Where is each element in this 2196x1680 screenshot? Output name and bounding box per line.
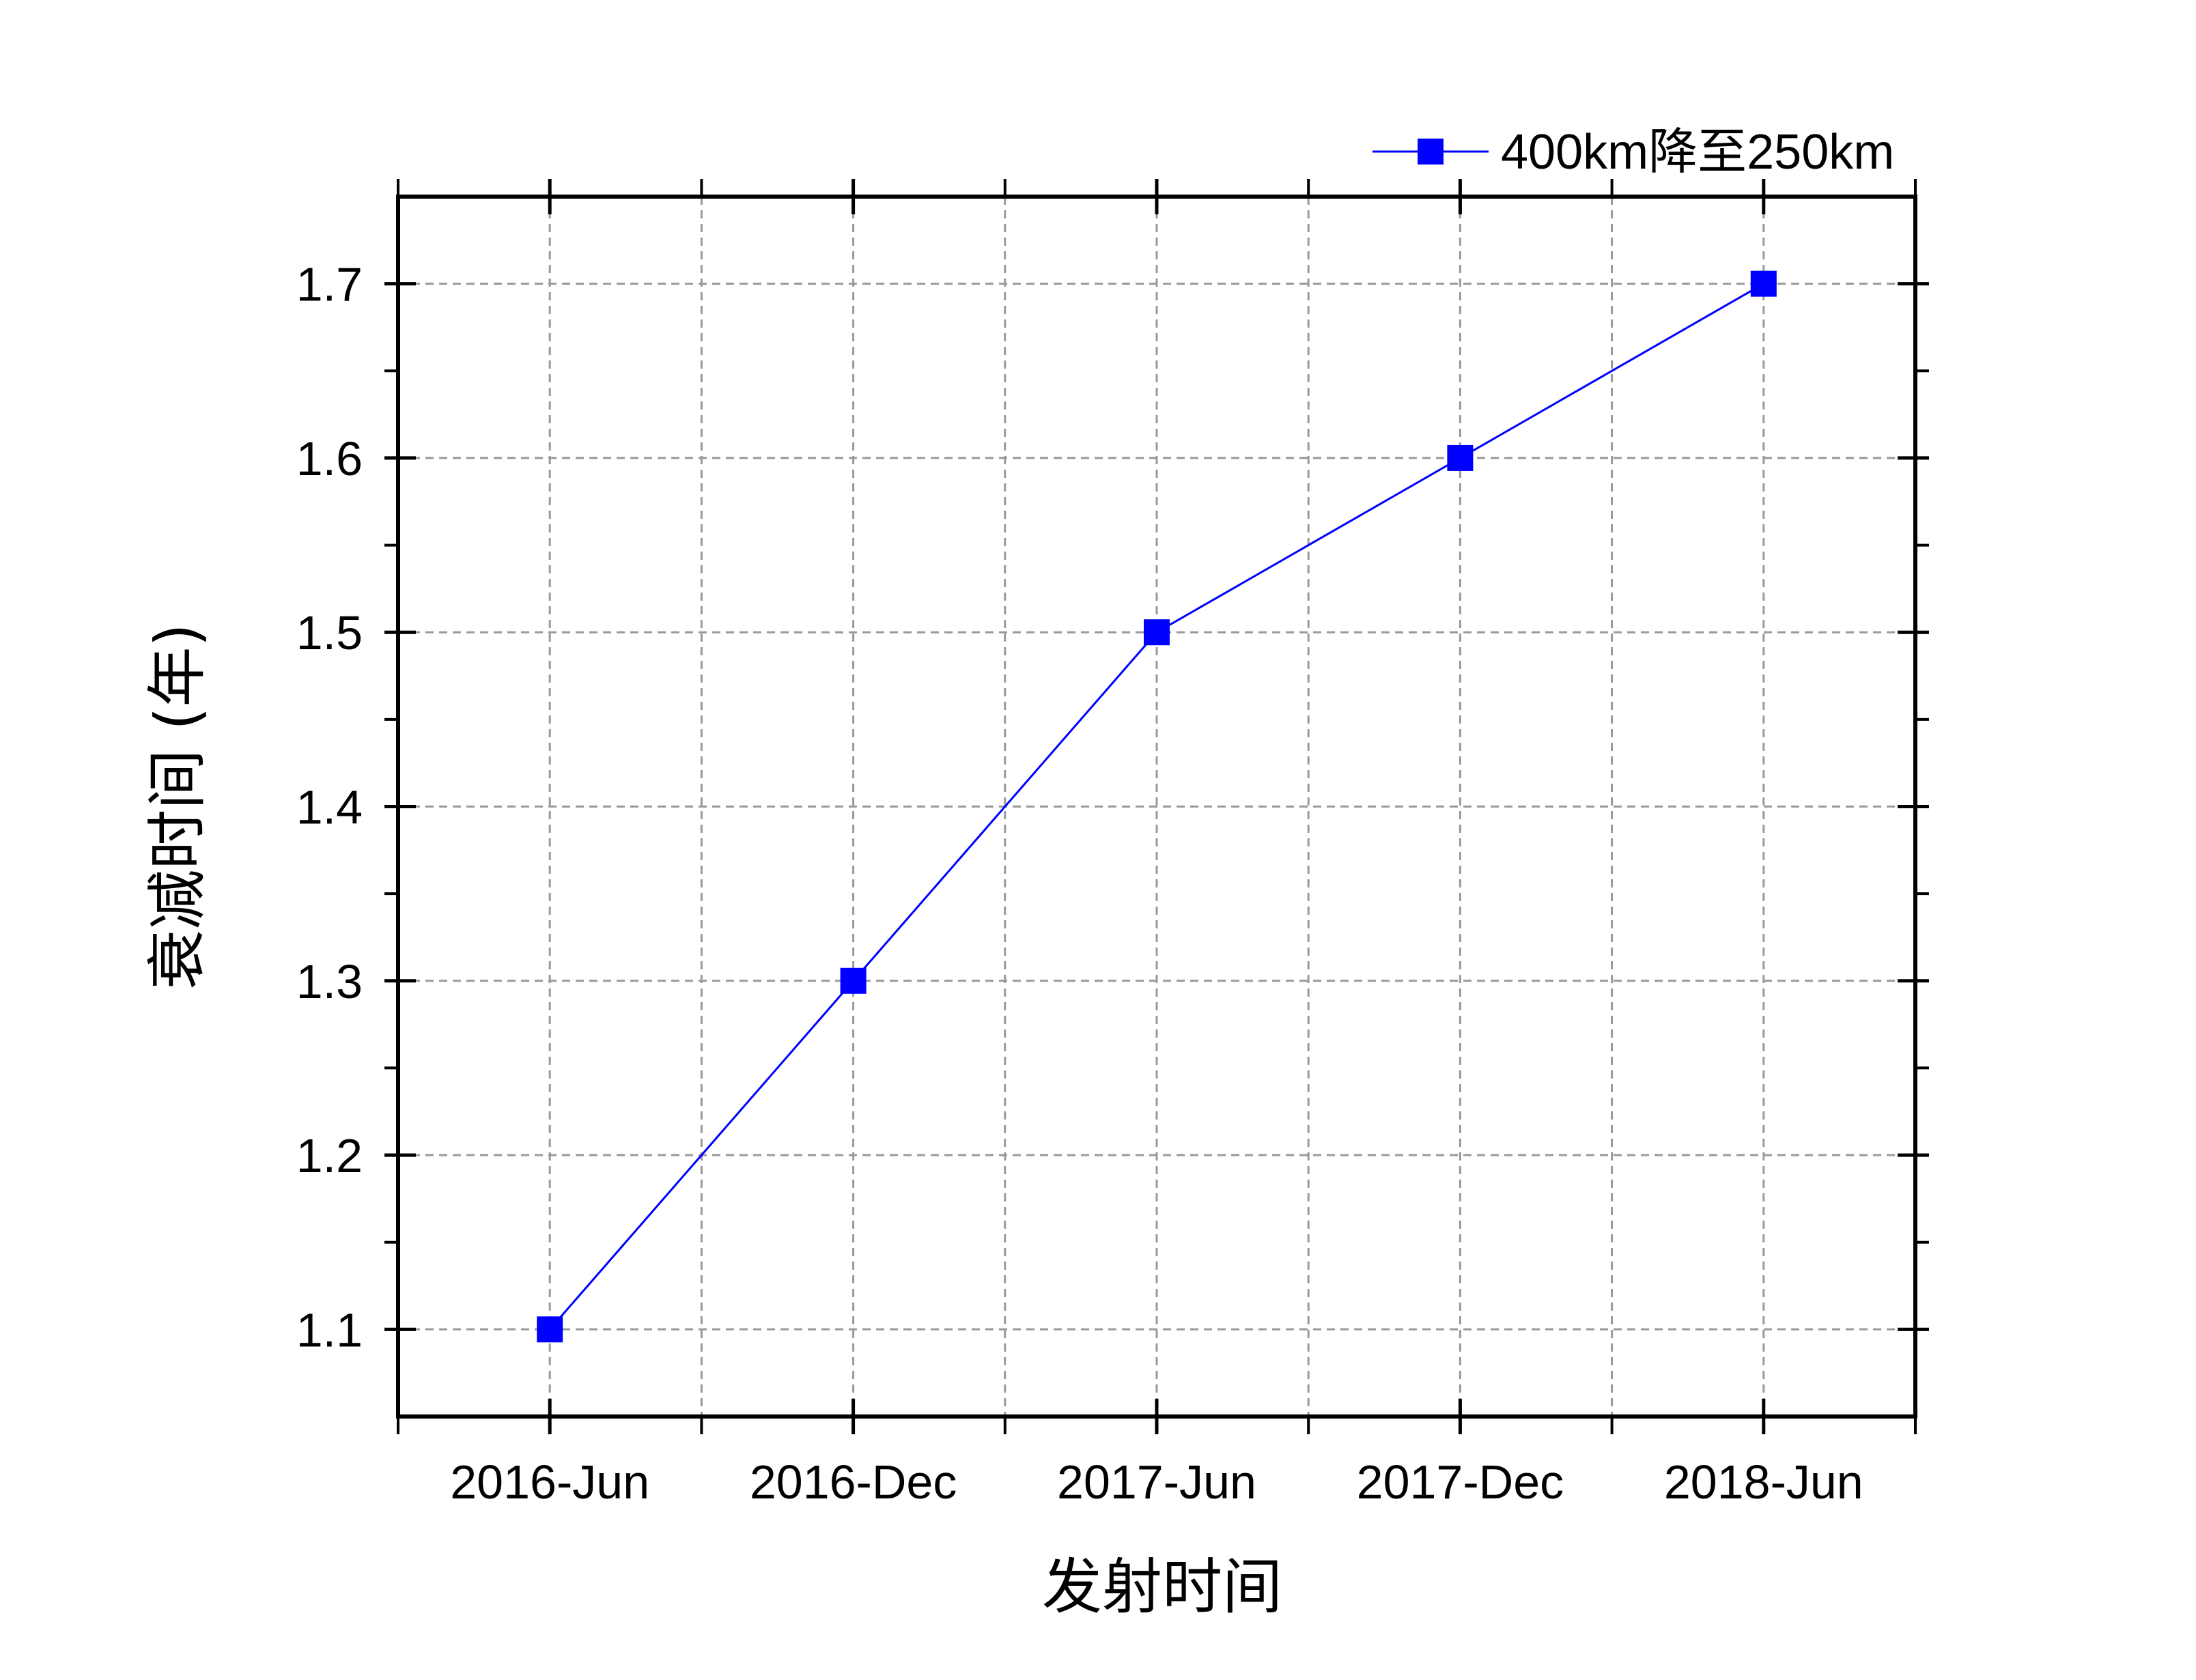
- y-axis-title: 衰减时间 (年): [142, 623, 212, 990]
- x-tick-label: 2018-Jun: [1664, 1455, 1863, 1509]
- legend-label: 400km降至250km: [1501, 125, 1894, 180]
- legend: 400km降至250km: [1372, 125, 1894, 180]
- y-tick-label: 1.3: [296, 955, 363, 1008]
- y-tick-label: 1.7: [296, 258, 363, 311]
- data-point-marker: [1447, 444, 1474, 471]
- x-tick-labels: 2016-Jun 2016-Dec 2017-Jun 2017-Dec 2018-Jun: [450, 1455, 1863, 1509]
- series-layer: [537, 270, 1777, 1343]
- x-tick-label: 2017-Jun: [1057, 1455, 1256, 1509]
- legend-marker: [1418, 139, 1444, 165]
- y-tick-label: 1.1: [296, 1303, 363, 1356]
- y-tick-labels: 1.1 1.2 1.3 1.4 1.5 1.6 1.7: [296, 258, 363, 1357]
- data-point-marker: [537, 1316, 563, 1343]
- x-tick-label: 2016-Dec: [750, 1455, 957, 1509]
- y-tick-label: 1.4: [296, 781, 363, 834]
- x-axis-title: 发射时间: [1042, 1552, 1282, 1622]
- y-tick-label: 1.2: [296, 1129, 363, 1182]
- data-point-marker: [1144, 619, 1170, 646]
- y-tick-label: 1.5: [296, 606, 363, 659]
- data-point-marker: [1750, 270, 1777, 297]
- x-tick-label: 2016-Jun: [450, 1455, 649, 1509]
- data-point-marker: [840, 967, 867, 994]
- x-tick-label: 2017-Dec: [1357, 1455, 1564, 1509]
- grid-lines: [398, 197, 1915, 1416]
- y-tick-label: 1.6: [296, 432, 363, 485]
- axis-ticks: [384, 179, 1929, 1434]
